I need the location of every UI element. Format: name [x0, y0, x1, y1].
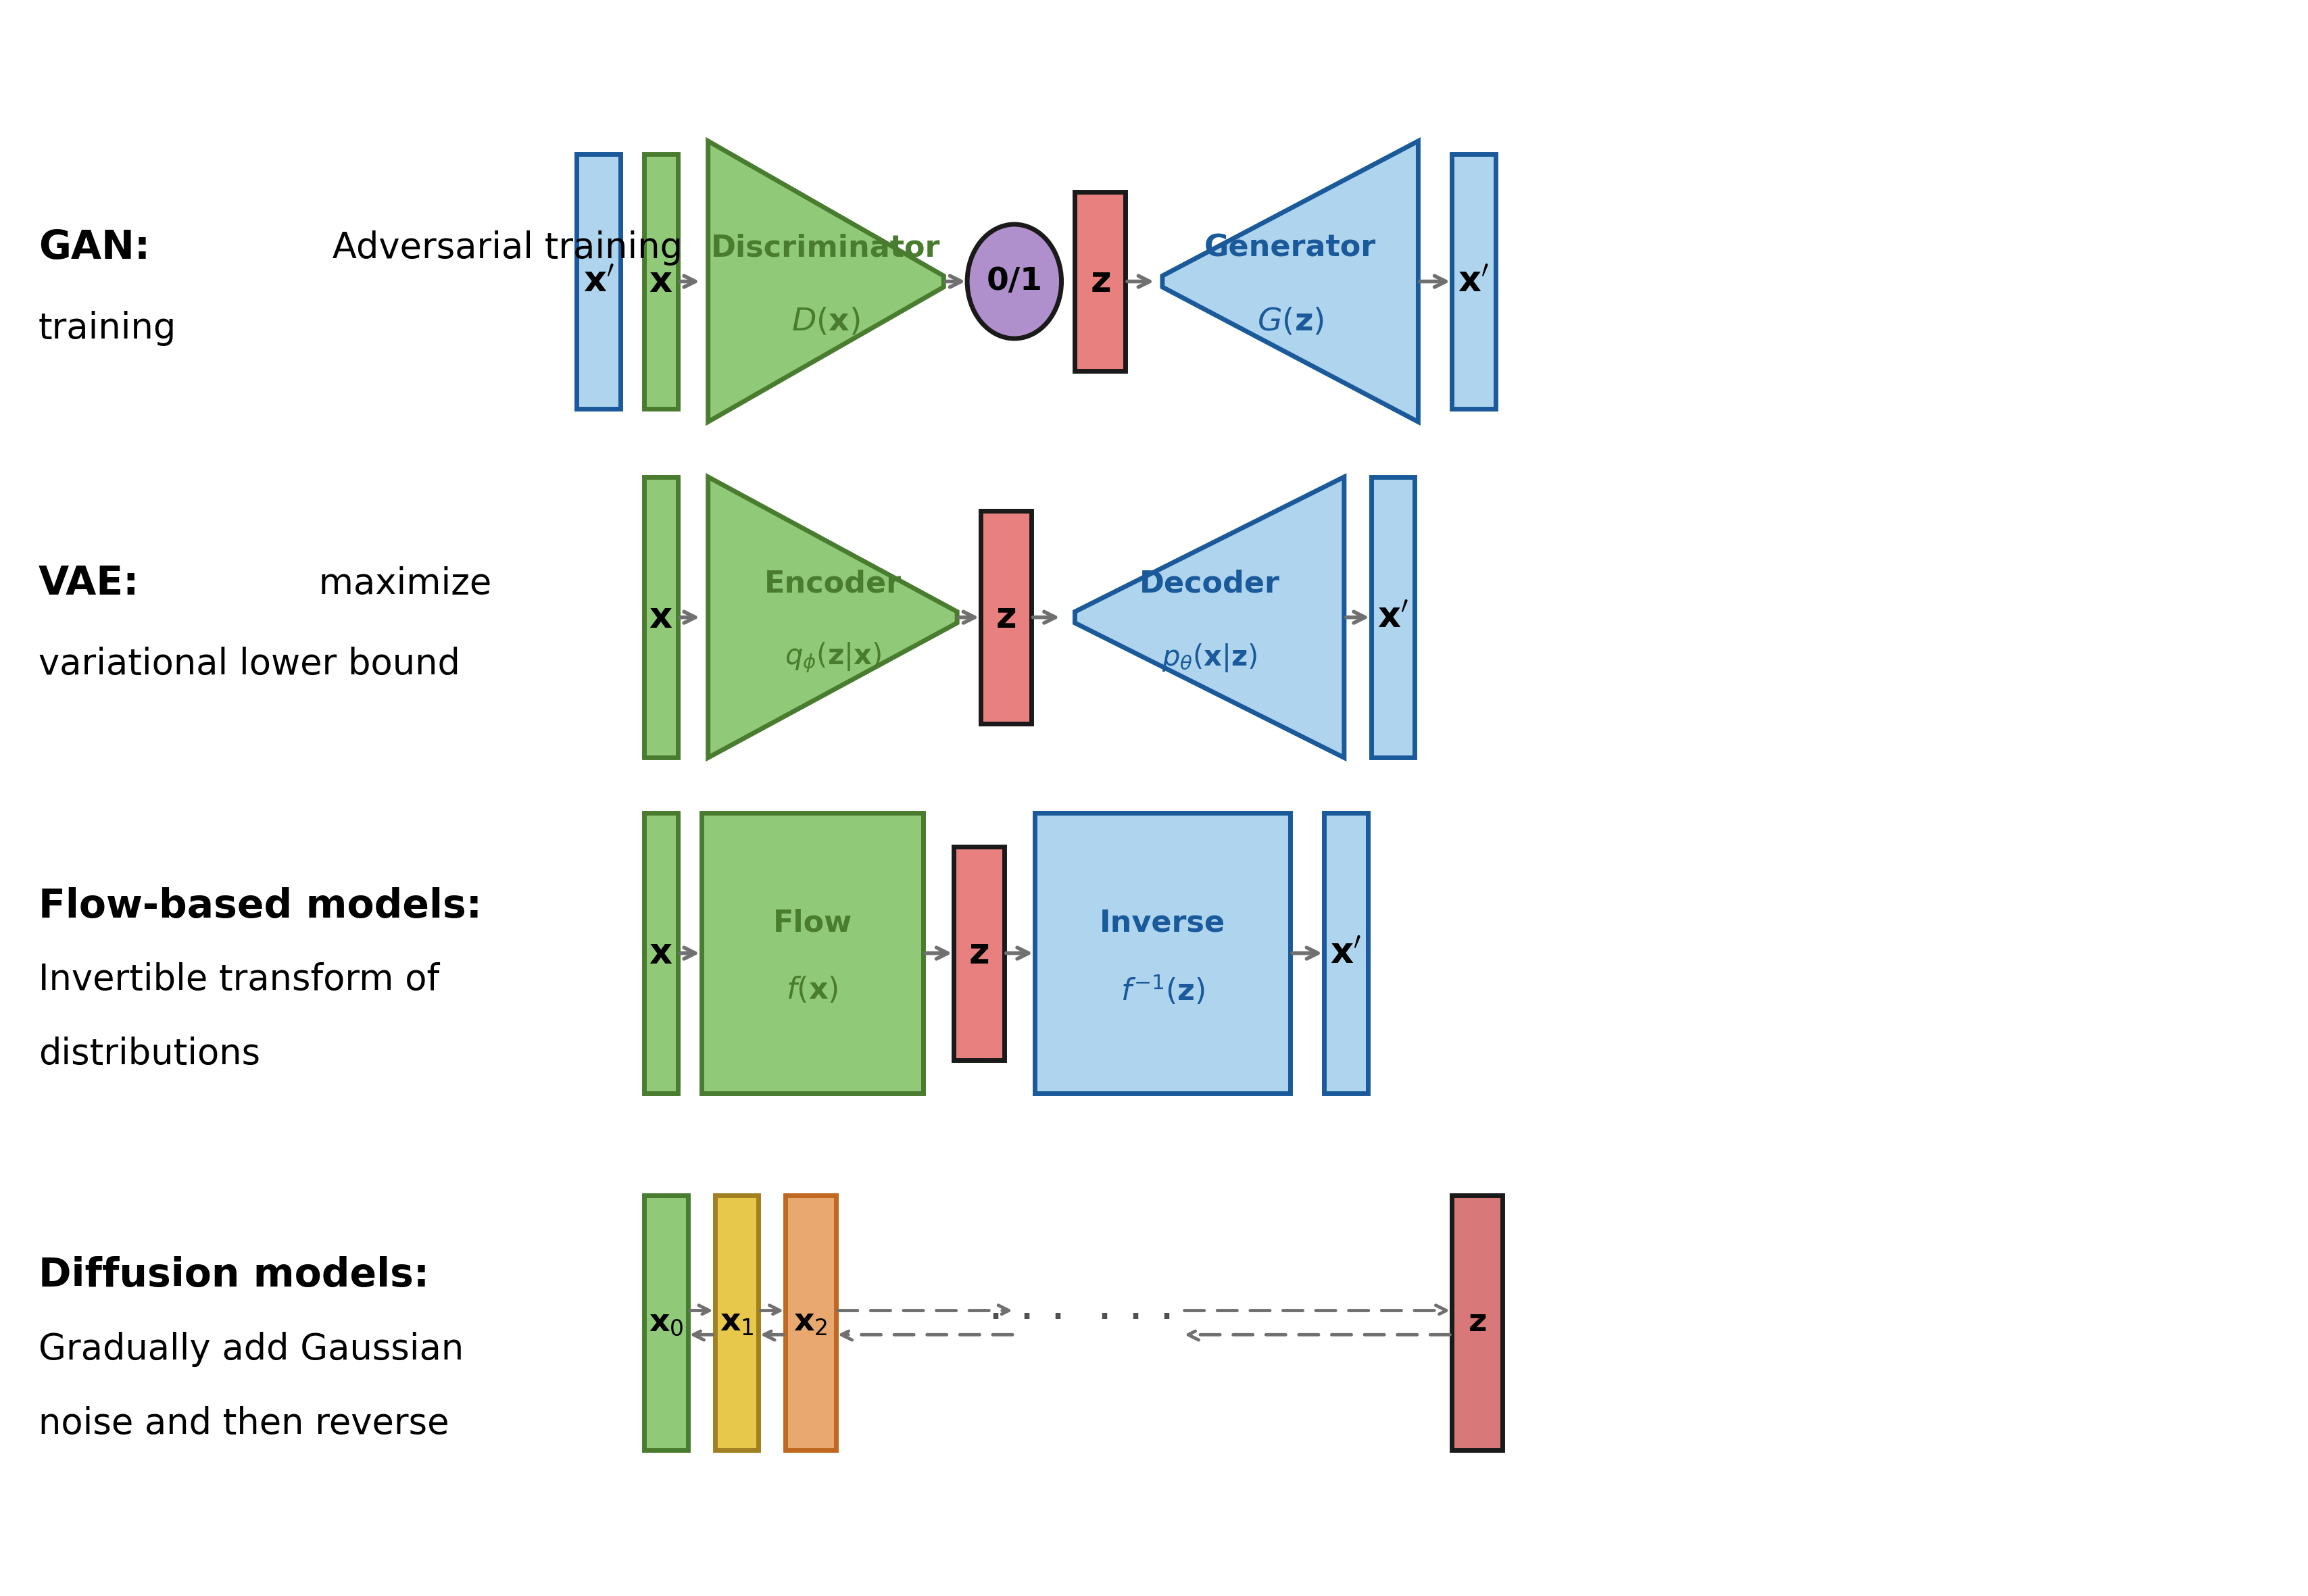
Text: Adversarial training: Adversarial training: [321, 230, 683, 265]
Text: 0/1: 0/1: [986, 267, 1043, 297]
Text: Generator: Generator: [1205, 233, 1376, 262]
Polygon shape: [709, 140, 944, 421]
Polygon shape: [709, 477, 958, 758]
Text: $\mathbf{x}'$: $\mathbf{x}'$: [1329, 935, 1362, 970]
Text: $\mathbf{x}_0$: $\mathbf{x}_0$: [649, 1307, 683, 1337]
Text: $\mathbf{x}'$: $\mathbf{x}'$: [584, 263, 614, 298]
Bar: [1452, 1195, 1503, 1451]
Bar: [1076, 192, 1124, 370]
Text: GAN:: GAN:: [39, 228, 150, 267]
Text: $D(\mathbf{x})$: $D(\mathbf{x})$: [792, 306, 861, 337]
Text: Flow-based models:: Flow-based models:: [39, 887, 482, 926]
Bar: [953, 846, 1004, 1060]
Bar: [577, 153, 621, 409]
Bar: [1452, 153, 1496, 409]
Text: Diffusion models:: Diffusion models:: [39, 1256, 429, 1294]
Bar: [1322, 812, 1366, 1093]
Text: $\mathbf{x}_2$: $\mathbf{x}_2$: [794, 1307, 829, 1337]
Text: $f(\mathbf{x})$: $f(\mathbf{x})$: [787, 975, 838, 1005]
Text: $G(\mathbf{z})$: $G(\mathbf{z})$: [1256, 306, 1322, 337]
Text: $\mathbf{z}$: $\mathbf{z}$: [1089, 263, 1110, 298]
Bar: [644, 153, 679, 409]
Bar: [715, 1195, 759, 1451]
Text: $p_{\theta}(\mathbf{x}|\mathbf{z})$: $p_{\theta}(\mathbf{x}|\mathbf{z})$: [1161, 642, 1258, 674]
Text: maximize: maximize: [307, 567, 492, 602]
Text: $\mathbf{x}$: $\mathbf{x}$: [649, 935, 672, 970]
Text: $\mathbf{x}$: $\mathbf{x}$: [649, 600, 672, 635]
Text: $\mathbf{z}$: $\mathbf{z}$: [969, 935, 988, 970]
Text: VAE:: VAE:: [39, 565, 138, 603]
Text: Encoder: Encoder: [764, 570, 900, 598]
Polygon shape: [1076, 477, 1343, 758]
Text: $\mathbf{x}'$: $\mathbf{x}'$: [1378, 600, 1408, 635]
Text: $\mathbf{z}$: $\mathbf{z}$: [1468, 1307, 1486, 1337]
Text: $\mathbf{x}$: $\mathbf{x}$: [649, 263, 672, 298]
Text: variational lower bound: variational lower bound: [39, 646, 459, 681]
Text: Discriminator: Discriminator: [711, 233, 939, 262]
Text: $f^{-1}(\mathbf{z})$: $f^{-1}(\mathbf{z})$: [1119, 974, 1205, 1007]
Text: · · ·  · · ·: · · · · · ·: [988, 1296, 1175, 1342]
Text: $\mathbf{z}$: $\mathbf{z}$: [995, 600, 1016, 635]
Text: noise and then reverse: noise and then reverse: [39, 1406, 448, 1441]
Text: training: training: [39, 311, 175, 346]
Bar: [981, 511, 1032, 725]
Bar: [1371, 477, 1415, 758]
Text: Decoder: Decoder: [1138, 570, 1279, 598]
Bar: [702, 812, 923, 1093]
Text: distributions: distributions: [39, 1036, 261, 1071]
Text: Flow: Flow: [773, 908, 852, 937]
Ellipse shape: [967, 225, 1062, 338]
Text: Gradually add Gaussian: Gradually add Gaussian: [39, 1333, 464, 1368]
Text: Inverse: Inverse: [1099, 908, 1226, 937]
Text: $q_{\phi}(\mathbf{z}|\mathbf{x})$: $q_{\phi}(\mathbf{z}|\mathbf{x})$: [785, 642, 882, 675]
Bar: [644, 477, 679, 758]
Text: Invertible transform of: Invertible transform of: [39, 962, 439, 998]
Bar: [785, 1195, 835, 1451]
Polygon shape: [1161, 140, 1417, 421]
Text: $\mathbf{x}_1$: $\mathbf{x}_1$: [720, 1307, 755, 1337]
Text: $\mathbf{x}'$: $\mathbf{x}'$: [1459, 263, 1489, 298]
Bar: [644, 1195, 688, 1451]
Bar: [1034, 812, 1290, 1093]
Bar: [644, 812, 679, 1093]
